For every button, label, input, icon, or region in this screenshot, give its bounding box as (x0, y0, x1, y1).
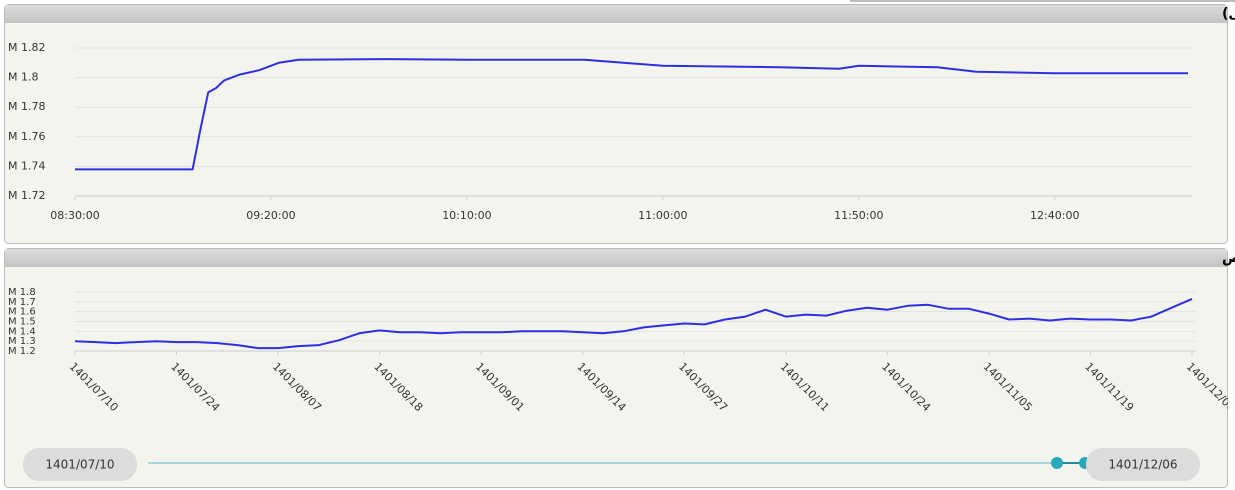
start-pill[interactable] (23, 448, 137, 481)
panel-title: شاخص کل (آخرین روز معاملاتی) (1222, 4, 1235, 22)
panel-bottom: نمودار شاخص (4, 248, 1235, 488)
start-date: 1401/07/10 (45, 458, 114, 472)
x-tick-label: 12:40:00 (1030, 209, 1079, 222)
panel-title: نمودار شاخص (1222, 250, 1235, 266)
range-slider[interactable]: 1401/07/10 1401/12/06 (23, 448, 1200, 481)
y-tick-label: M 1.82 (8, 41, 45, 54)
panel-top: شاخص کل (آخرین روز معاملاتی) (4, 4, 1235, 244)
y-tick-label: M 1.72 (8, 189, 45, 202)
line-series (75, 58, 1188, 171)
y-tick-label: M 1.2 (8, 346, 36, 357)
y-tick-label: M 1.3 (8, 336, 36, 347)
x-tick-label: 11:00:00 (638, 209, 687, 222)
x-tick-label: 08:30:00 (50, 209, 99, 222)
chart-top: M 1.72 M 1.74 M 1.76 M 1.78 M 1.8 M 1.82 08:30… (8, 41, 1192, 222)
y-tick-label: M 1.8 (8, 287, 36, 298)
slider-handle[interactable] (1051, 457, 1063, 469)
x-tick-label: 10:10:00 (442, 209, 491, 222)
panel-header (5, 249, 1227, 267)
y-tick-label: M 1.4 (8, 326, 36, 337)
panel-header (5, 5, 1227, 23)
panel-frame (4, 248, 1228, 488)
y-tick-label: M 1.6 (8, 307, 36, 318)
end-date: 1401/12/06 (1108, 458, 1177, 472)
y-tick-label: M 1.7 (8, 297, 36, 308)
x-tick-label: 09:20:00 (246, 209, 295, 222)
y-tick-label: M 1.76 (8, 130, 45, 143)
y-tick-label: M 1.74 (8, 159, 45, 172)
panel-frame (4, 4, 1228, 244)
end-pill[interactable] (1086, 448, 1200, 481)
y-tick-label: M 1.78 (8, 100, 45, 113)
y-tick-label: M 1.8 (8, 71, 38, 84)
x-tick-label: 11:50:00 (834, 209, 883, 222)
y-tick-label: M 1.5 (8, 317, 36, 328)
line-series (74, 297, 1193, 350)
